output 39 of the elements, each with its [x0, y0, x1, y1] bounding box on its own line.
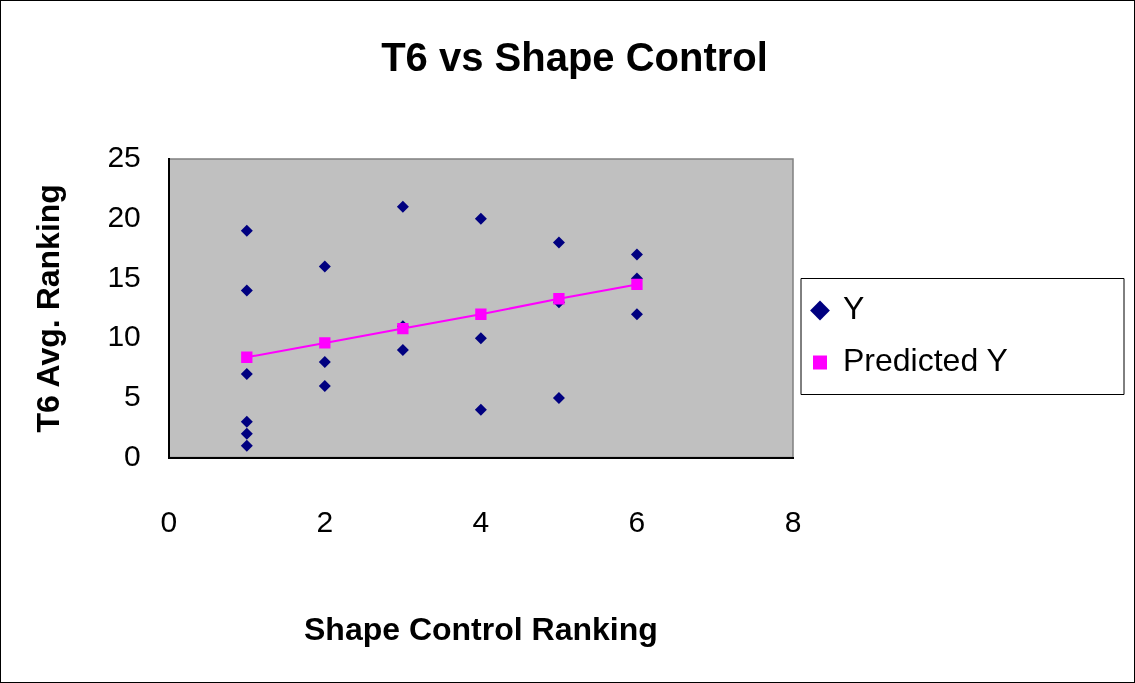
point — [241, 351, 253, 363]
point — [240, 427, 253, 440]
point — [474, 332, 487, 345]
y-tick-label: 5 — [124, 379, 141, 413]
point — [553, 293, 565, 305]
point — [396, 200, 409, 213]
y-axis-title: T6 Avg. Ranking — [30, 184, 67, 433]
point — [475, 308, 487, 320]
x-tick-label: 6 — [628, 504, 646, 538]
point — [474, 403, 487, 416]
point — [240, 224, 253, 237]
point — [552, 236, 565, 249]
point — [240, 439, 253, 452]
y-tick-label: 20 — [107, 199, 141, 233]
y-tick-label: 15 — [107, 259, 141, 293]
point — [240, 367, 253, 380]
point — [240, 284, 253, 297]
y-tick-label: 25 — [107, 140, 141, 174]
point — [631, 278, 643, 291]
point — [474, 212, 487, 225]
y-tick-label: 0 — [124, 438, 141, 472]
point — [318, 379, 331, 392]
x-tick-label: 8 — [784, 504, 802, 538]
point — [319, 337, 331, 349]
x-tick-label: 2 — [316, 504, 334, 538]
x-axis-title: Shape Control Ranking — [303, 610, 658, 647]
x-tick-label: 4 — [472, 504, 490, 538]
x-tick-label: 0 — [160, 504, 178, 538]
legend-label: Y — [843, 290, 865, 327]
point — [318, 260, 331, 273]
legend-label: Predicted Y — [843, 342, 1008, 379]
point — [552, 391, 565, 404]
point — [240, 415, 253, 428]
point — [630, 308, 643, 321]
point — [396, 344, 409, 357]
chart-title: T6 vs Shape Control — [381, 35, 768, 80]
point — [318, 356, 331, 369]
point — [630, 248, 643, 261]
y-tick-label: 10 — [107, 319, 141, 353]
